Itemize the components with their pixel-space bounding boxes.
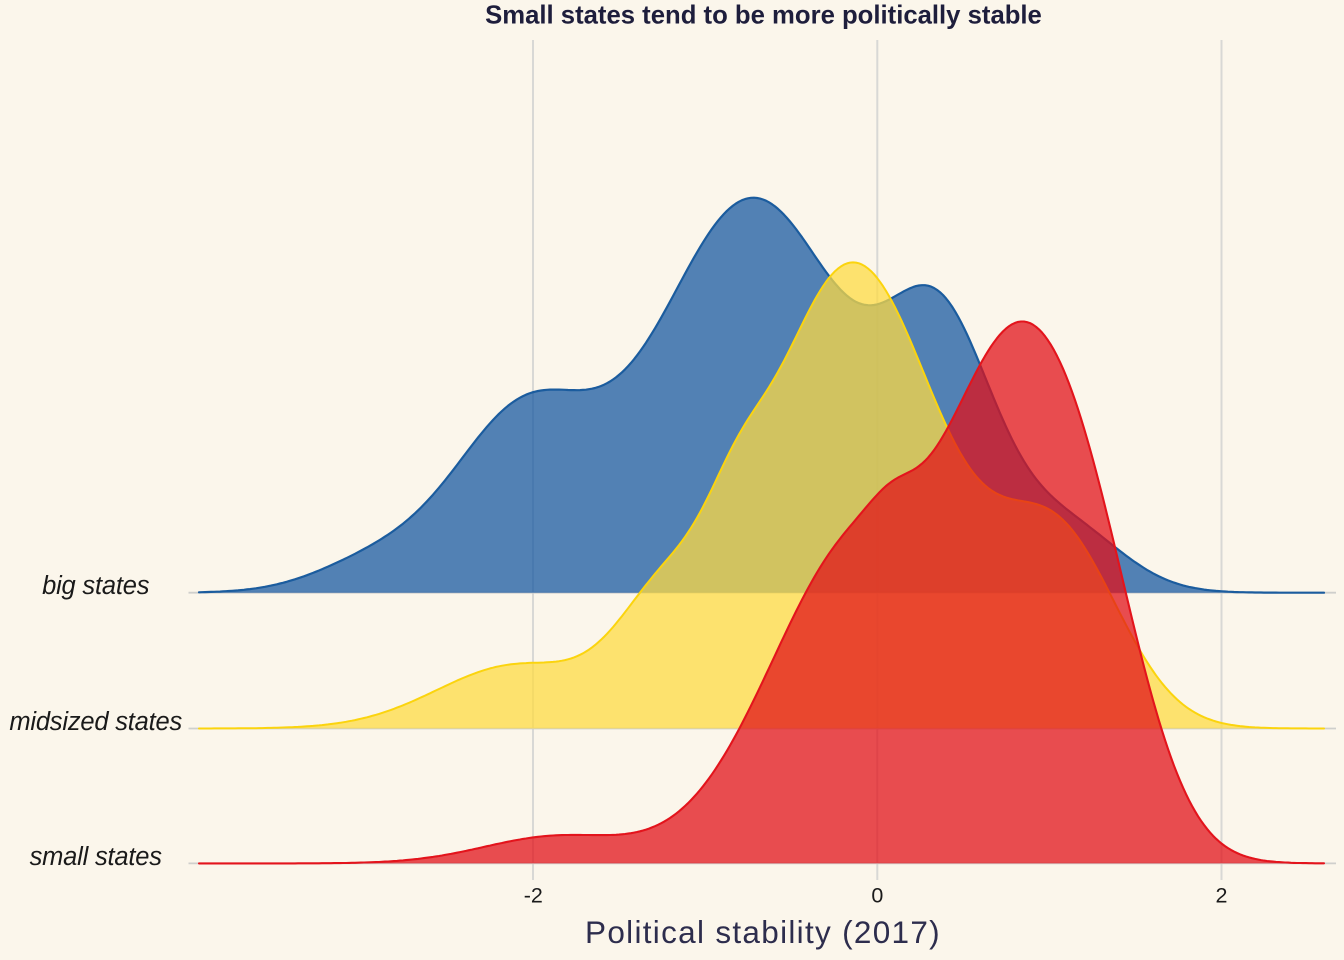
svg-text:0: 0 bbox=[871, 883, 883, 907]
svg-text:Political stability (2017): Political stability (2017) bbox=[585, 914, 941, 950]
svg-text:2: 2 bbox=[1216, 883, 1228, 907]
svg-text:big states: big states bbox=[42, 572, 150, 600]
svg-text:-2: -2 bbox=[524, 883, 543, 907]
svg-text:midsized states: midsized states bbox=[9, 708, 182, 736]
svg-text:Small states tend to be more p: Small states tend to be more politically… bbox=[485, 2, 1042, 30]
svg-text:small states: small states bbox=[30, 843, 163, 871]
